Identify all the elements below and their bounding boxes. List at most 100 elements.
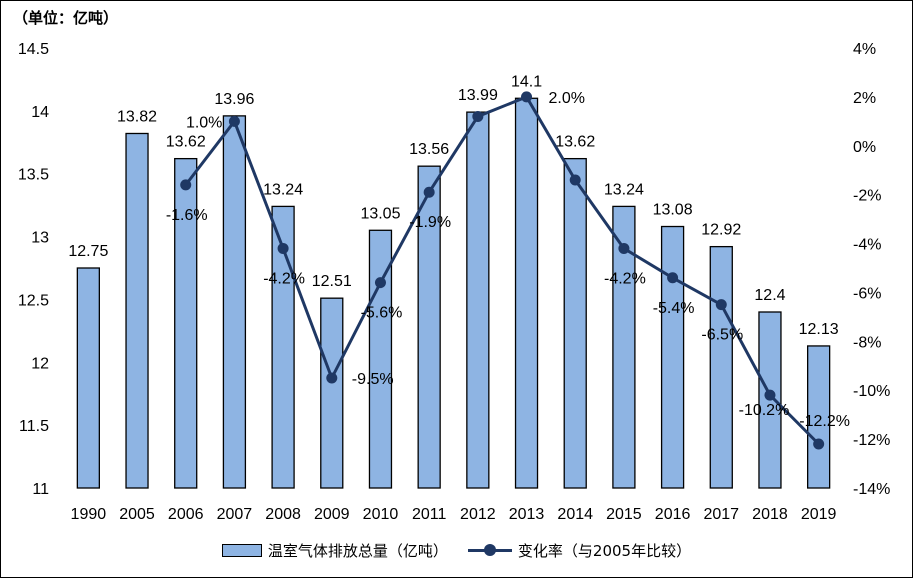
line-point bbox=[228, 115, 240, 127]
bar-data-label: 12.51 bbox=[312, 273, 352, 290]
x-tick-label: 2013 bbox=[509, 506, 545, 523]
bar-data-labels: 12.75 13.82 13.62 13.96 13.24 12.51 13.05 13.56… bbox=[68, 73, 838, 338]
x-tick-label: 1990 bbox=[71, 506, 107, 523]
right-tick-label: 2% bbox=[853, 90, 876, 107]
bar-data-label: 13.82 bbox=[117, 108, 157, 125]
line-point bbox=[569, 174, 581, 186]
x-tick-label: 2010 bbox=[363, 506, 399, 523]
bar-data-label: 13.24 bbox=[604, 181, 644, 198]
bar bbox=[271, 205, 295, 489]
x-axis-ticks: 1990 2005 2006 2007 2008 2009 2010 2011 2012 2013… bbox=[71, 506, 837, 523]
line-data-labels: -1.6% 1.0% -4.2% -9.5% -5.6% -1.9% 2.0% -4.2% -5… bbox=[166, 90, 850, 430]
bar-series bbox=[76, 97, 831, 489]
legend-label-emissions: 温室气体排放总量（亿吨） bbox=[267, 541, 448, 560]
x-tick-label: 2015 bbox=[606, 506, 642, 523]
right-tick-label: -10% bbox=[853, 383, 890, 400]
legend-line-swatch bbox=[467, 543, 512, 557]
x-tick-label: 2006 bbox=[168, 506, 204, 523]
bar bbox=[563, 157, 587, 489]
line-point bbox=[521, 91, 533, 103]
left-tick-label: 12 bbox=[31, 355, 49, 372]
x-tick-label: 2014 bbox=[557, 506, 593, 523]
right-tick-label: -8% bbox=[853, 334, 881, 351]
line-point bbox=[715, 299, 727, 311]
line-data-label: -12.2% bbox=[799, 413, 850, 430]
line-data-label: -5.6% bbox=[361, 305, 403, 322]
left-tick-label: 14.5 bbox=[18, 41, 49, 58]
legend-bar-swatch bbox=[221, 543, 262, 557]
legend-item-change-rate: 变化率（与2005年比较） bbox=[467, 540, 692, 561]
right-axis-ticks: 4% 2% 0% -2% -4% -6% -8% -10% -12% -14% bbox=[853, 41, 890, 498]
bar-data-label: 12.4 bbox=[754, 287, 785, 304]
line-point bbox=[667, 272, 679, 284]
right-tick-label: 4% bbox=[853, 41, 876, 58]
x-tick-label: 2009 bbox=[314, 506, 350, 523]
x-tick-label: 2007 bbox=[217, 506, 253, 523]
left-tick-label: 14 bbox=[31, 104, 49, 121]
left-tick-label: 13 bbox=[31, 230, 49, 247]
bar bbox=[222, 115, 247, 489]
line-data-label: -10.2% bbox=[739, 402, 790, 419]
bar bbox=[417, 165, 441, 489]
line-data-label: -6.5% bbox=[701, 327, 743, 344]
bar-data-label: 13.24 bbox=[263, 181, 303, 198]
line-data-label: -5.4% bbox=[653, 300, 695, 317]
change-rate-line bbox=[184, 95, 820, 446]
right-tick-label: 0% bbox=[853, 139, 876, 156]
right-tick-label: -4% bbox=[853, 237, 881, 254]
bar bbox=[612, 205, 636, 489]
bar-data-label: 13.62 bbox=[166, 134, 206, 151]
line-series bbox=[180, 91, 825, 450]
bar-data-label: 12.92 bbox=[701, 222, 741, 239]
line-point bbox=[277, 242, 289, 254]
line-point bbox=[764, 389, 776, 401]
bar-data-label: 12.75 bbox=[68, 243, 108, 260]
right-tick-label: -14% bbox=[853, 481, 890, 498]
bar bbox=[466, 111, 490, 489]
legend: 温室气体排放总量（亿吨） 变化率（与2005年比较） bbox=[1, 538, 912, 562]
bar-data-label: 13.05 bbox=[360, 205, 400, 222]
left-tick-label: 11 bbox=[32, 481, 49, 498]
x-tick-label: 2018 bbox=[752, 506, 788, 523]
bar bbox=[660, 225, 685, 489]
bar bbox=[514, 97, 539, 489]
x-tick-label: 2008 bbox=[265, 506, 301, 523]
bar-data-label: 13.96 bbox=[214, 91, 254, 108]
legend-label-change-rate: 变化率（与2005年比较） bbox=[517, 541, 692, 560]
legend-item-emissions: 温室气体排放总量（亿吨） bbox=[221, 540, 448, 561]
line-point bbox=[472, 110, 484, 122]
bar-data-label: 13.56 bbox=[409, 141, 449, 158]
bar-data-label: 13.62 bbox=[555, 134, 595, 151]
line-data-label: -4.2% bbox=[263, 270, 305, 287]
right-tick-label: -2% bbox=[853, 188, 881, 205]
x-tick-label: 2019 bbox=[801, 506, 837, 523]
x-tick-label: 2011 bbox=[412, 506, 447, 523]
bar bbox=[125, 132, 149, 489]
line-data-label: -9.5% bbox=[352, 371, 394, 388]
x-tick-label: 2016 bbox=[655, 506, 691, 523]
left-axis-ticks: 11 11.5 12 12.5 13 13.5 14 14.5 bbox=[18, 41, 49, 498]
unit-label: （单位：亿吨） bbox=[13, 9, 119, 27]
line-data-label: -1.9% bbox=[409, 214, 451, 231]
line-data-label: 1.0% bbox=[186, 114, 222, 131]
right-tick-label: -12% bbox=[853, 432, 890, 449]
bar-data-label: 12.13 bbox=[799, 321, 839, 338]
line-point bbox=[813, 438, 825, 450]
left-tick-label: 11.5 bbox=[19, 418, 49, 435]
left-tick-label: 12.5 bbox=[18, 292, 49, 309]
line-point bbox=[423, 186, 435, 198]
line-data-label: 2.0% bbox=[549, 90, 585, 107]
bar bbox=[320, 297, 344, 489]
bar-data-label: 13.08 bbox=[653, 202, 693, 219]
bar bbox=[174, 157, 198, 489]
line-data-label: -1.6% bbox=[166, 207, 208, 224]
right-tick-label: -6% bbox=[853, 285, 881, 302]
line-point bbox=[180, 179, 192, 191]
line-point bbox=[374, 277, 386, 289]
x-tick-label: 2005 bbox=[119, 506, 155, 523]
line-data-label: -4.2% bbox=[604, 270, 646, 287]
bar-data-label: 14.1 bbox=[511, 73, 542, 90]
bar bbox=[76, 267, 100, 489]
